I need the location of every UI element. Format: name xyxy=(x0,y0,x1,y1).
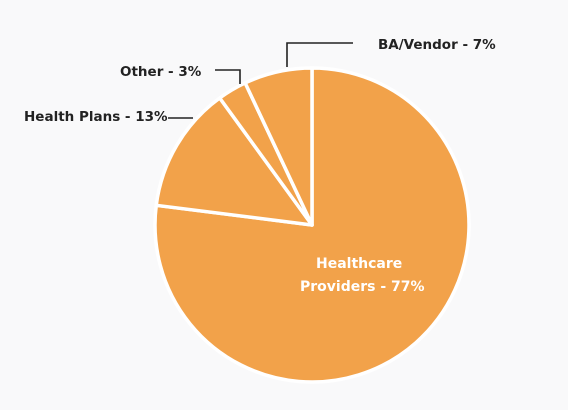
slice-label-healthcare-providers-line1: Healthcare xyxy=(316,256,402,272)
leader-other xyxy=(215,69,241,84)
slice-label-healthcare-providers-line2: Providers - 77% xyxy=(300,279,425,295)
leader-ba-vendor xyxy=(286,42,353,67)
slice-label-other: Other - 3% xyxy=(120,64,202,80)
slice-label-ba-vendor: BA/Vendor - 7% xyxy=(378,37,496,53)
slice-ba-vendor xyxy=(243,66,314,227)
slice-label-health-plans: Health Plans - 13% xyxy=(24,109,168,125)
slice-healthcare-providers xyxy=(153,66,471,384)
slice-health-plans xyxy=(154,96,314,227)
